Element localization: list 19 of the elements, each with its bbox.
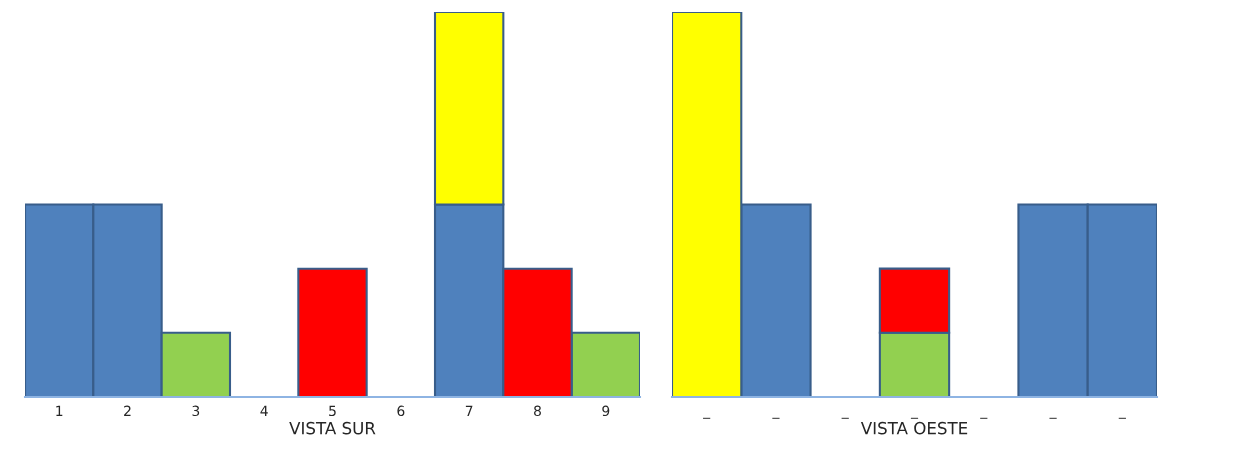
x-tick-label: _ <box>1118 417 1126 419</box>
x-axis-title: VISTA SUR <box>289 421 376 435</box>
x-tick-label: 2 <box>124 405 131 416</box>
x-tick-label: _ <box>980 417 988 419</box>
x-tick-label: 1 <box>56 405 63 416</box>
x-tick-label: 8 <box>534 405 541 417</box>
x-axis-title: VISTA OESTE <box>860 421 968 435</box>
x-tick-label: 5 <box>329 405 336 417</box>
x-tick-label: _ <box>1049 417 1057 419</box>
x-tick-label: _ <box>841 417 849 419</box>
x-tick-label: _ <box>772 417 780 419</box>
x-tick-label: _ <box>910 417 919 419</box>
x-tick-label: 9 <box>602 405 610 417</box>
bar <box>297 267 368 397</box>
x-tick-label: 7 <box>465 405 473 416</box>
x-tick-label: 3 <box>192 405 200 417</box>
x-tick-label: 6 <box>397 405 405 417</box>
x-tick-label: _ <box>703 417 711 419</box>
x-tick-label: 4 <box>260 405 268 416</box>
